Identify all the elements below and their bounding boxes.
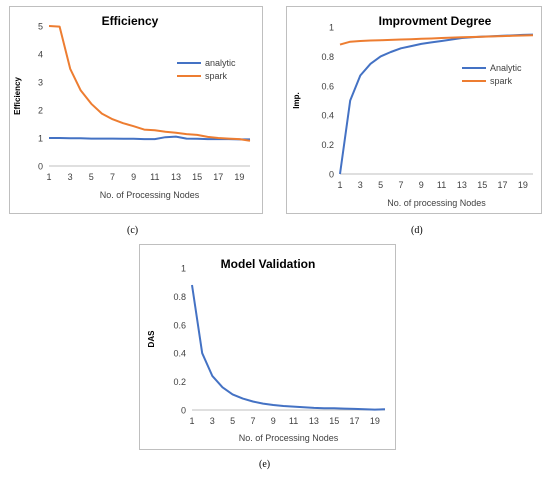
y-tick-label: 0.8 (173, 292, 186, 302)
x-tick-label: 1 (46, 172, 51, 182)
y-tick-label: 0.6 (321, 81, 334, 91)
y-tick-label: 0 (181, 406, 186, 416)
x-tick-label: 5 (378, 180, 383, 190)
chart-model-validation: Model Validation DAS No. of Processing Nod… (147, 257, 386, 443)
x-tick-label: 17 (213, 172, 223, 182)
y-tick-label: 3 (38, 78, 43, 88)
x-tick-label: 19 (370, 416, 380, 426)
y-tick-label: 0.2 (173, 377, 186, 387)
y-tick-label: 1 (38, 134, 43, 144)
x-tick-label: 7 (110, 172, 115, 182)
y-tick-label: 0.6 (173, 320, 186, 330)
x-tick-label: 17 (498, 180, 508, 190)
x-axis-label: No. of Processing Nodes (100, 190, 200, 200)
x-tick-label: 17 (350, 416, 360, 426)
x-tick-label: 19 (234, 172, 244, 182)
legend-label-spark: spark (490, 76, 513, 86)
x-axis-label: No. of processing Nodes (387, 198, 486, 208)
x-tick-label: 15 (192, 172, 202, 182)
x-tick-label: 9 (131, 172, 136, 182)
series-line-analytic (49, 135, 250, 141)
legend-label-spark: spark (205, 71, 228, 81)
legend-label-analytic: Analytic (490, 63, 522, 73)
series-line-spark (48, 25, 251, 142)
x-tick-label: 19 (518, 180, 528, 190)
series-line-analytic (339, 33, 534, 175)
x-tick-label: 15 (329, 416, 339, 426)
y-tick-label: 5 (38, 22, 43, 32)
chart-panel-efficiency: Efficiency Efficiency No. of Processing No… (9, 6, 263, 214)
chart-title: Efficiency (102, 14, 159, 28)
x-tick-label: 1 (337, 180, 342, 190)
y-tick-label: 0 (329, 170, 334, 180)
y-tick-label: 0.2 (321, 140, 334, 150)
y-axis-label: DAS (147, 330, 156, 348)
x-tick-label: 13 (457, 180, 467, 190)
x-tick-label: 7 (398, 180, 403, 190)
x-tick-label: 5 (230, 416, 235, 426)
x-axis-label: No. of Processing Nodes (239, 433, 339, 443)
chart-panel-improvement: Improvment Degree Imp. No. of processing N… (286, 6, 542, 214)
x-tick-label: 13 (309, 416, 319, 426)
legend-label-analytic: analytic (205, 58, 236, 68)
series-line-spark (339, 34, 534, 46)
y-tick-label: 4 (38, 50, 43, 60)
caption-c: (c) (127, 225, 139, 236)
y-tick-label: 2 (38, 106, 43, 116)
x-tick-label: 3 (210, 416, 215, 426)
x-tick-label: 3 (68, 172, 73, 182)
y-axis-label: Efficiency (13, 77, 22, 115)
x-tick-label: 3 (358, 180, 363, 190)
caption-d: (d) (411, 225, 423, 236)
y-tick-label: 1 (181, 264, 186, 274)
chart-title: Improvment Degree (379, 14, 492, 28)
x-tick-label: 1 (189, 416, 194, 426)
y-tick-label: 0.4 (173, 349, 186, 359)
x-tick-label: 9 (271, 416, 276, 426)
chart-efficiency: Efficiency Efficiency No. of Processing No… (13, 14, 251, 200)
y-tick-label: 0.4 (321, 111, 334, 121)
y-tick-label: 0 (38, 162, 43, 172)
y-axis-label: Imp. (292, 92, 301, 108)
x-tick-label: 13 (171, 172, 181, 182)
x-tick-label: 11 (437, 180, 446, 190)
x-tick-label: 7 (250, 416, 255, 426)
y-tick-label: 0.8 (321, 52, 334, 62)
x-tick-label: 5 (89, 172, 94, 182)
x-tick-label: 11 (150, 172, 159, 182)
x-tick-label: 9 (419, 180, 424, 190)
x-tick-label: 11 (289, 416, 298, 426)
chart-title: Model Validation (221, 257, 316, 271)
chart-improvement: Improvment Degree Imp. No. of processing N… (292, 14, 534, 208)
y-tick-label: 1 (329, 23, 334, 33)
caption-e: (e) (259, 459, 271, 470)
chart-panel-model-validation: Model Validation DAS No. of Processing Nod… (139, 244, 396, 450)
x-tick-label: 15 (477, 180, 487, 190)
series-line-series-0 (191, 284, 386, 411)
